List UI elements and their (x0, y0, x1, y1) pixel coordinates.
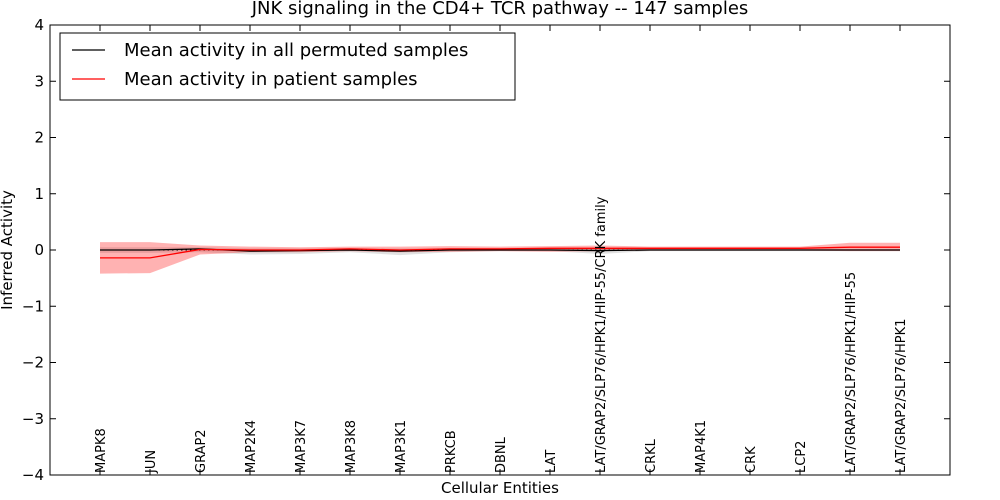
series-line-mean-activity-in-patient-samples (100, 246, 900, 259)
category-label-map4k1-12: MAP4K1 (694, 420, 709, 473)
band-mean-activity-in-all-permuted-samples (100, 247, 900, 256)
x-axis-label: Cellular Entities (441, 479, 559, 497)
category-label-lcp2-14: LCP2 (794, 441, 809, 473)
chart-title: JNK signaling in the CD4+ TCR pathway --… (251, 0, 749, 19)
category-label-jun-1: JUN (144, 450, 159, 474)
category-label-mapk8-0: MAPK8 (94, 428, 109, 473)
y-tick-label-5: 1 (34, 185, 44, 203)
category-label-map3k7-4: MAP3K7 (294, 420, 309, 473)
category-label-map2k4-3: MAP2K4 (244, 420, 259, 473)
y-tick-label-2: −2 (22, 354, 44, 372)
y-tick-label-8: 4 (34, 16, 44, 34)
legend-label-patient: Mean activity in patient samples (124, 69, 418, 90)
category-label-crkl-11: CRKL (644, 438, 659, 473)
y-tick-label-0: −4 (22, 466, 44, 484)
category-label-lat-9: LAT (544, 450, 559, 473)
y-axis: −4 −3 −2 −1 0 1 2 3 4 (22, 16, 950, 484)
category-label-dbnl-8: DBNL (494, 436, 509, 473)
y-tick-label-1: −3 (22, 410, 44, 428)
legend: Mean activity in all permuted samples Me… (59, 32, 516, 101)
y-tick-label-4: 0 (34, 241, 44, 259)
y-tick-label-7: 3 (34, 72, 44, 90)
category-label-map3k8-5: MAP3K8 (344, 420, 359, 473)
category-label-prkcb-7: PRKCB (444, 430, 459, 473)
category-label-crk-13: CRK (744, 446, 759, 473)
y-tick-label-3: −1 (22, 297, 44, 315)
legend-label-permuted: Mean activity in all permuted samples (124, 40, 468, 61)
y-tick-label-6: 2 (34, 129, 44, 147)
category-label-map3k1-6: MAP3K1 (394, 420, 409, 473)
category-label-lat-grap2-slp76-hpk1-hip-55-15: LAT/GRAP2/SLP76/HPK1/HIP-55 (844, 272, 859, 473)
legend-box (59, 32, 516, 101)
category-label-lat-grap2-slp76-hpk1-hip-55-crk-family-10: LAT/GRAP2/SLP76/HPK1/HIP-55/CRK family (594, 196, 609, 473)
category-label-grap2-2: GRAP2 (194, 429, 209, 473)
category-label-lat-grap2-slp76-hpk1-16: LAT/GRAP2/SLP76/HPK1 (894, 319, 909, 473)
x-axis-category-labels: MAPK8 JUN GRAP2 MAP2K4 MAP3K7 MAP3K8 MAP3K1 PRK… (94, 25, 909, 475)
y-axis-label: Inferred Activity (0, 190, 16, 310)
plot-area (100, 242, 900, 274)
